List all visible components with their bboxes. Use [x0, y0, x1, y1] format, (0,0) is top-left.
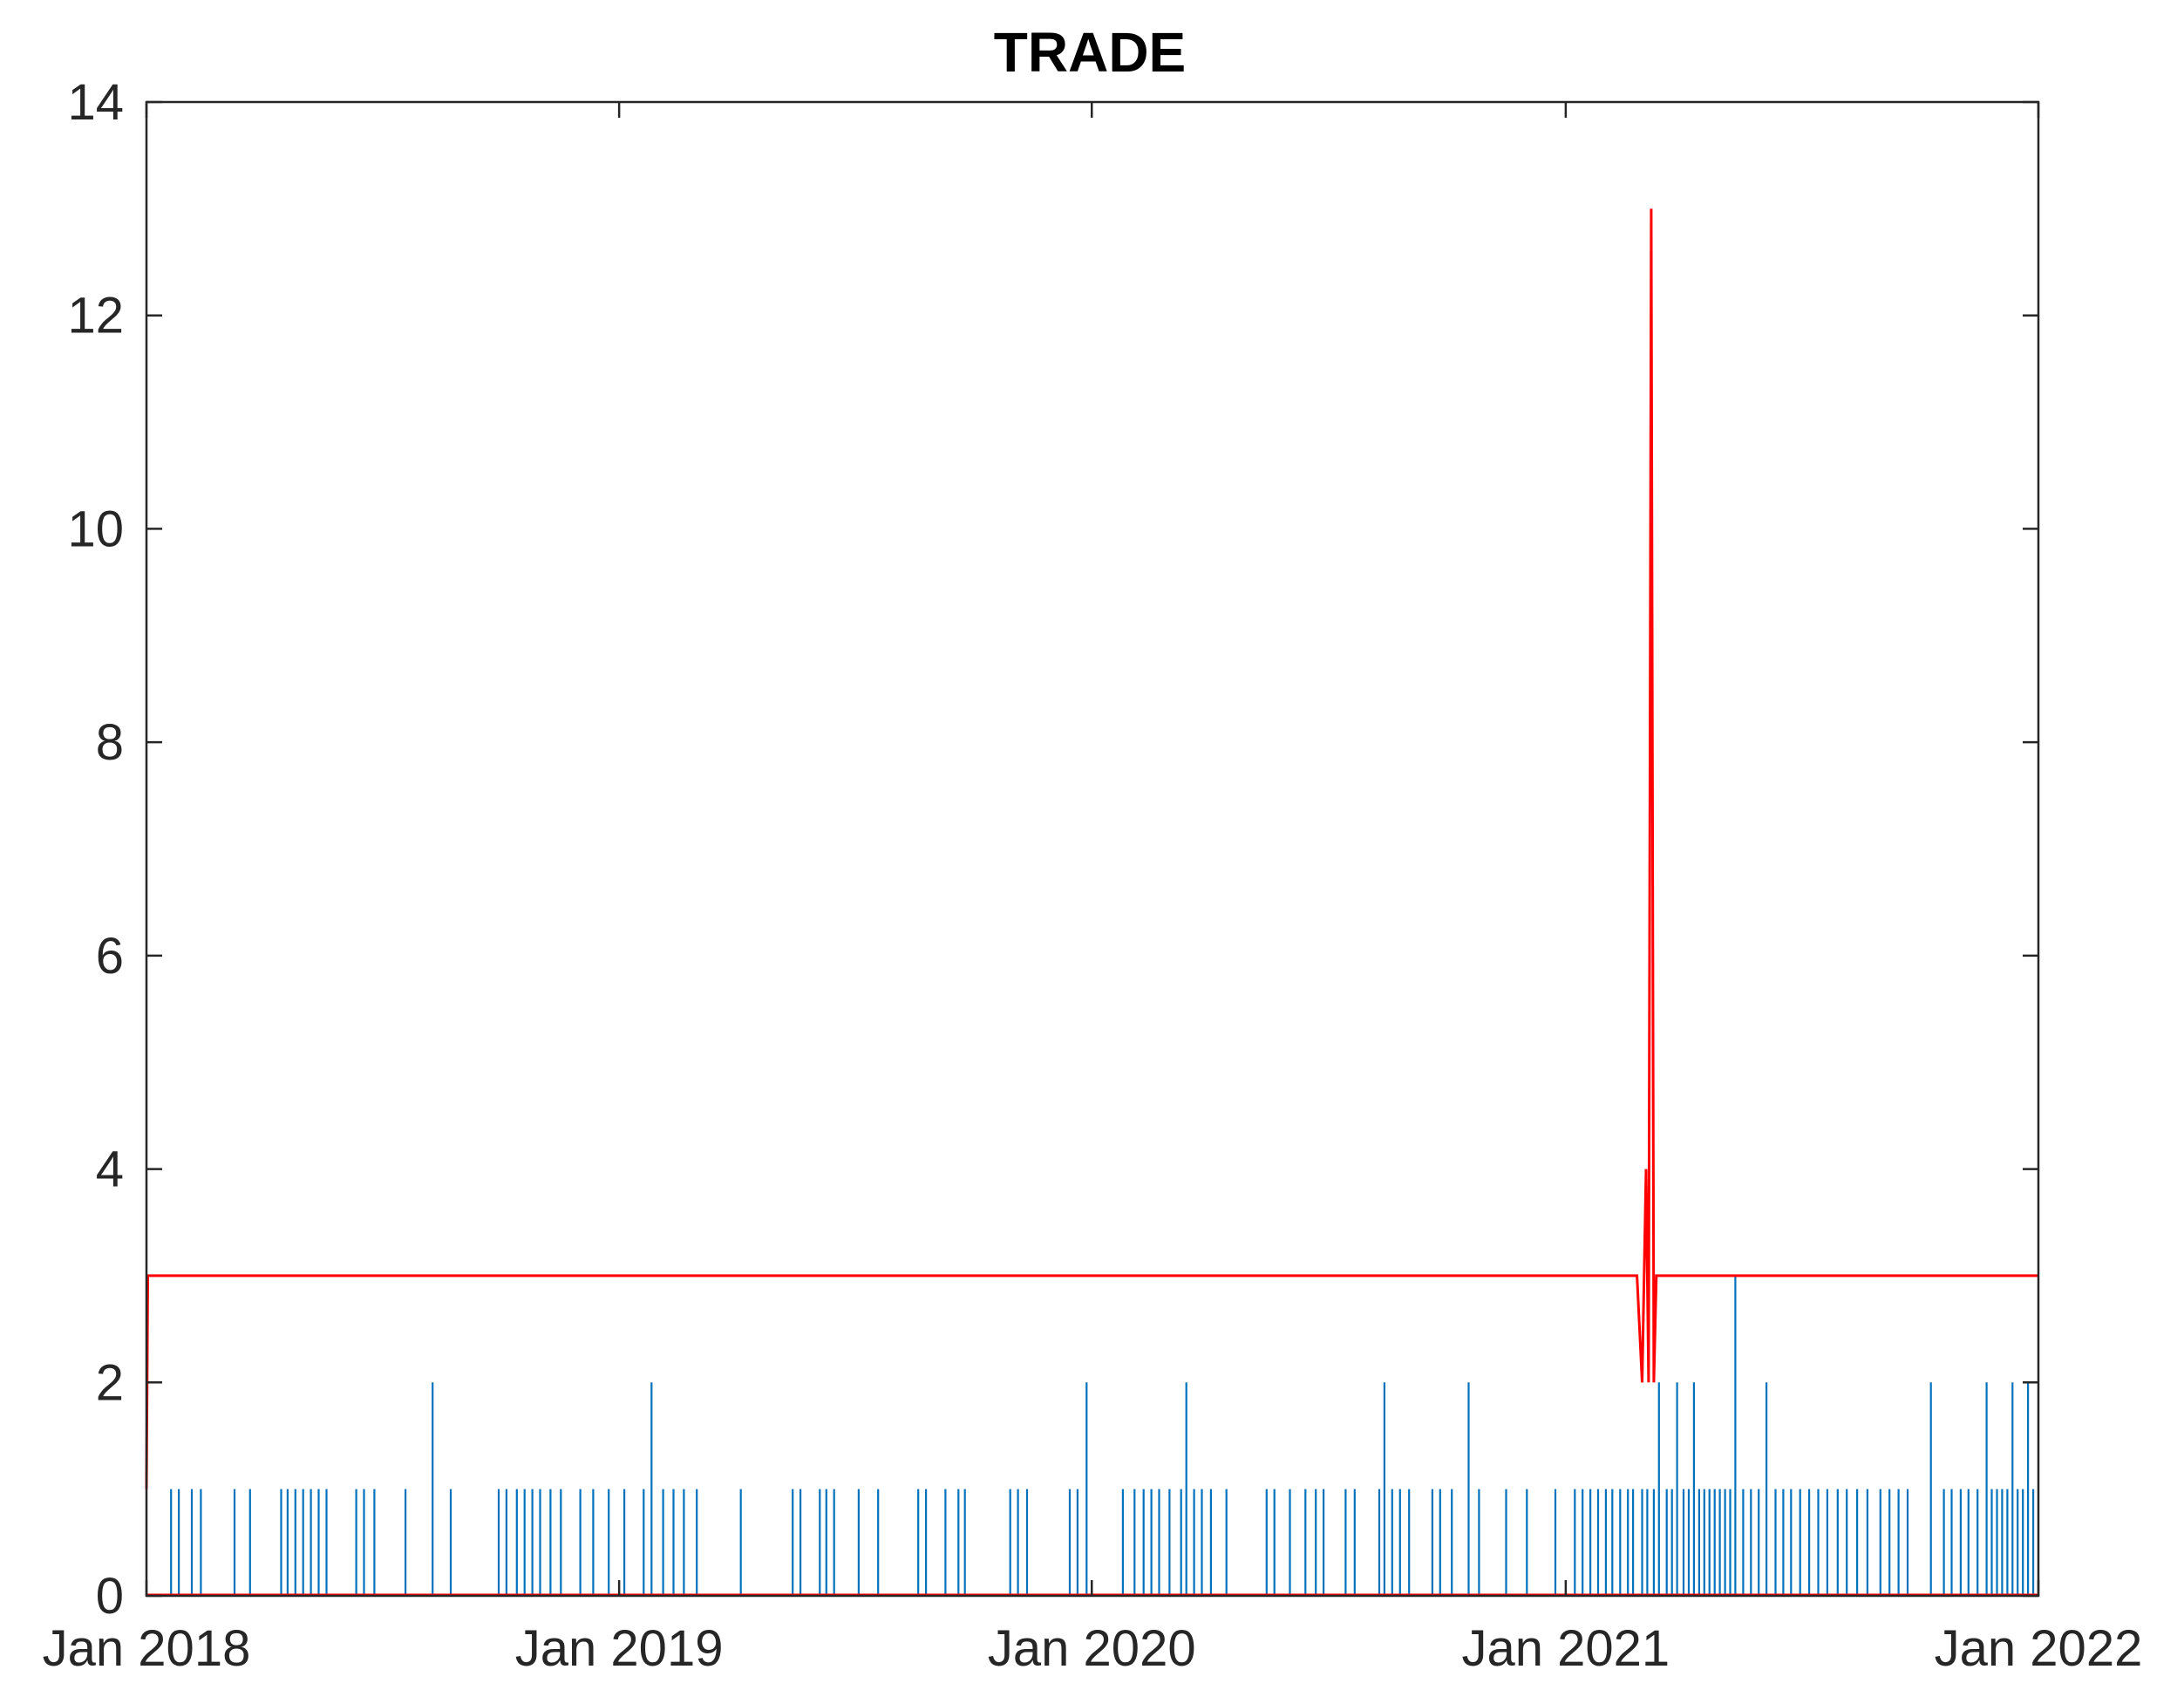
x-axis: Jan 2018 Jan 2019 Jan 2020 Jan 2021 Jan 2022 — [43, 102, 2143, 1677]
x-tick-label: Jan 2019 — [515, 1620, 724, 1677]
y-tick-label: 8 — [96, 714, 124, 771]
red-series-line — [145, 208, 2038, 1489]
y-tick-label: 2 — [96, 1354, 124, 1411]
y-tick-label: 6 — [96, 928, 124, 985]
y-tick-label: 14 — [67, 74, 124, 131]
y-tick-label: 4 — [96, 1141, 124, 1198]
y-tick-label: 0 — [96, 1568, 124, 1625]
x-tick-label: Jan 2022 — [1935, 1620, 2143, 1677]
x-tick-label: Jan 2018 — [43, 1620, 251, 1677]
x-tick-label: Jan 2021 — [1462, 1620, 1670, 1677]
y-axis: 0 2 4 6 8 10 12 14 — [67, 74, 2038, 1625]
y-tick-label: 10 — [67, 501, 124, 557]
x-tick-label: Jan 2020 — [988, 1620, 1196, 1677]
y-tick-label: 12 — [67, 288, 124, 344]
chart-title: TRADE — [994, 21, 1186, 84]
